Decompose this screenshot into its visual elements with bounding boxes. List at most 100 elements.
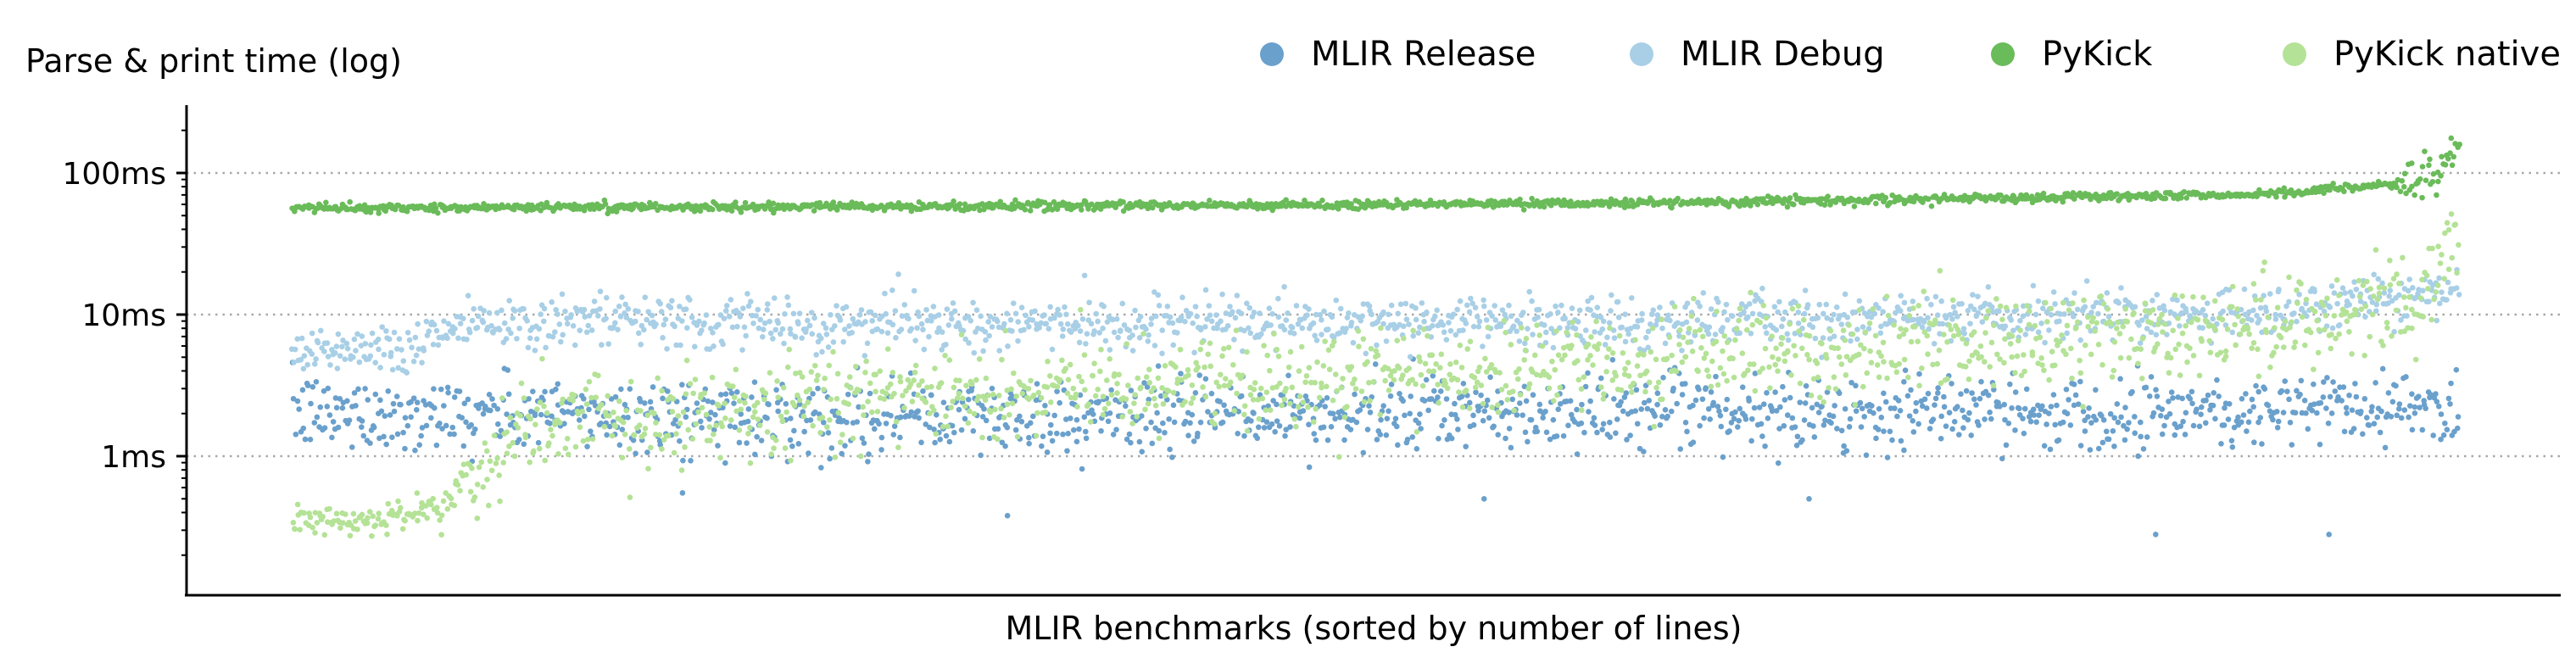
data-point bbox=[1484, 397, 1491, 404]
data-point bbox=[2104, 290, 2110, 296]
data-point bbox=[924, 384, 930, 391]
data-point bbox=[315, 339, 321, 346]
data-point bbox=[2296, 291, 2302, 298]
data-point bbox=[2250, 404, 2257, 410]
data-point bbox=[1728, 420, 1735, 426]
data-point bbox=[445, 389, 451, 396]
data-point bbox=[296, 406, 303, 412]
data-point bbox=[311, 420, 318, 426]
data-point bbox=[901, 302, 908, 308]
data-point bbox=[1360, 336, 1367, 343]
data-point bbox=[1939, 321, 1946, 327]
data-point bbox=[1548, 326, 1554, 332]
data-point bbox=[314, 414, 321, 421]
data-point bbox=[647, 399, 654, 405]
data-point bbox=[511, 308, 518, 314]
data-point bbox=[343, 511, 348, 517]
data-point bbox=[1444, 385, 1451, 392]
data-point bbox=[486, 391, 493, 398]
data-point bbox=[560, 332, 566, 338]
data-point bbox=[2357, 298, 2364, 304]
data-point bbox=[2026, 414, 2032, 420]
data-point bbox=[933, 431, 940, 437]
data-point bbox=[2187, 395, 2194, 402]
data-point bbox=[832, 323, 838, 329]
data-point bbox=[2023, 386, 2030, 393]
data-point bbox=[372, 522, 379, 528]
data-point bbox=[2122, 404, 2128, 410]
data-point bbox=[2408, 160, 2415, 166]
data-point bbox=[404, 208, 410, 215]
data-point bbox=[699, 425, 705, 431]
data-point bbox=[2400, 184, 2407, 190]
data-point bbox=[1435, 394, 1441, 400]
data-point bbox=[2149, 298, 2155, 304]
data-point bbox=[897, 374, 903, 380]
data-point bbox=[1004, 310, 1010, 317]
data-point bbox=[1352, 376, 1358, 382]
data-point bbox=[806, 386, 813, 393]
data-point bbox=[1413, 381, 1419, 387]
data-point bbox=[1196, 372, 1203, 378]
data-point bbox=[1521, 340, 1528, 347]
data-point bbox=[2148, 329, 2155, 336]
data-point bbox=[2267, 291, 2273, 297]
data-point bbox=[683, 306, 689, 312]
data-point bbox=[2439, 289, 2445, 295]
data-point bbox=[846, 374, 853, 380]
data-point bbox=[1129, 332, 1135, 338]
data-point bbox=[1652, 413, 1658, 419]
data-point bbox=[333, 343, 340, 349]
data-point bbox=[2143, 384, 2149, 391]
data-point bbox=[1769, 408, 1776, 415]
data-point bbox=[1081, 352, 1088, 359]
data-point bbox=[733, 389, 740, 395]
data-point bbox=[1224, 322, 1231, 329]
data-point bbox=[627, 386, 633, 393]
data-point bbox=[538, 411, 544, 418]
data-point bbox=[1928, 301, 1934, 308]
data-point bbox=[1506, 410, 1512, 415]
data-point bbox=[2041, 443, 2048, 449]
data-point bbox=[1170, 402, 1177, 409]
data-point bbox=[1213, 312, 1219, 318]
data-point bbox=[1925, 315, 1931, 321]
data-point bbox=[1344, 315, 1351, 321]
data-point bbox=[2034, 192, 2041, 198]
data-point bbox=[637, 399, 644, 404]
data-point bbox=[1838, 195, 1845, 202]
data-point bbox=[1252, 380, 1258, 386]
data-point bbox=[481, 201, 487, 207]
data-point bbox=[1098, 347, 1104, 353]
data-point bbox=[1597, 314, 1604, 321]
data-point bbox=[2273, 193, 2279, 200]
data-point bbox=[1724, 396, 1731, 403]
data-point bbox=[1136, 438, 1143, 445]
data-point bbox=[2083, 278, 2090, 284]
data-point bbox=[1705, 331, 1712, 337]
data-point bbox=[1322, 338, 1328, 344]
data-point bbox=[1244, 427, 1251, 434]
data-point bbox=[1100, 411, 1107, 418]
data-point bbox=[1165, 387, 1172, 394]
data-point bbox=[711, 431, 716, 438]
data-point bbox=[2364, 415, 2370, 421]
data-point bbox=[2417, 404, 2423, 410]
data-point bbox=[511, 206, 517, 213]
data-point bbox=[1384, 415, 1391, 421]
data-point bbox=[1013, 393, 1020, 399]
data-point bbox=[1614, 298, 1621, 305]
data-point bbox=[2448, 380, 2454, 387]
data-point bbox=[1721, 309, 1727, 315]
data-point bbox=[585, 322, 592, 329]
data-point bbox=[1697, 422, 1703, 429]
data-point bbox=[796, 401, 803, 407]
data-point bbox=[2210, 315, 2216, 322]
data-point bbox=[2371, 421, 2378, 427]
data-point bbox=[930, 304, 937, 309]
data-point bbox=[1110, 432, 1117, 438]
data-point bbox=[1113, 426, 1119, 433]
data-point bbox=[1319, 380, 1324, 387]
data-point bbox=[1752, 371, 1759, 376]
data-point bbox=[867, 390, 873, 397]
